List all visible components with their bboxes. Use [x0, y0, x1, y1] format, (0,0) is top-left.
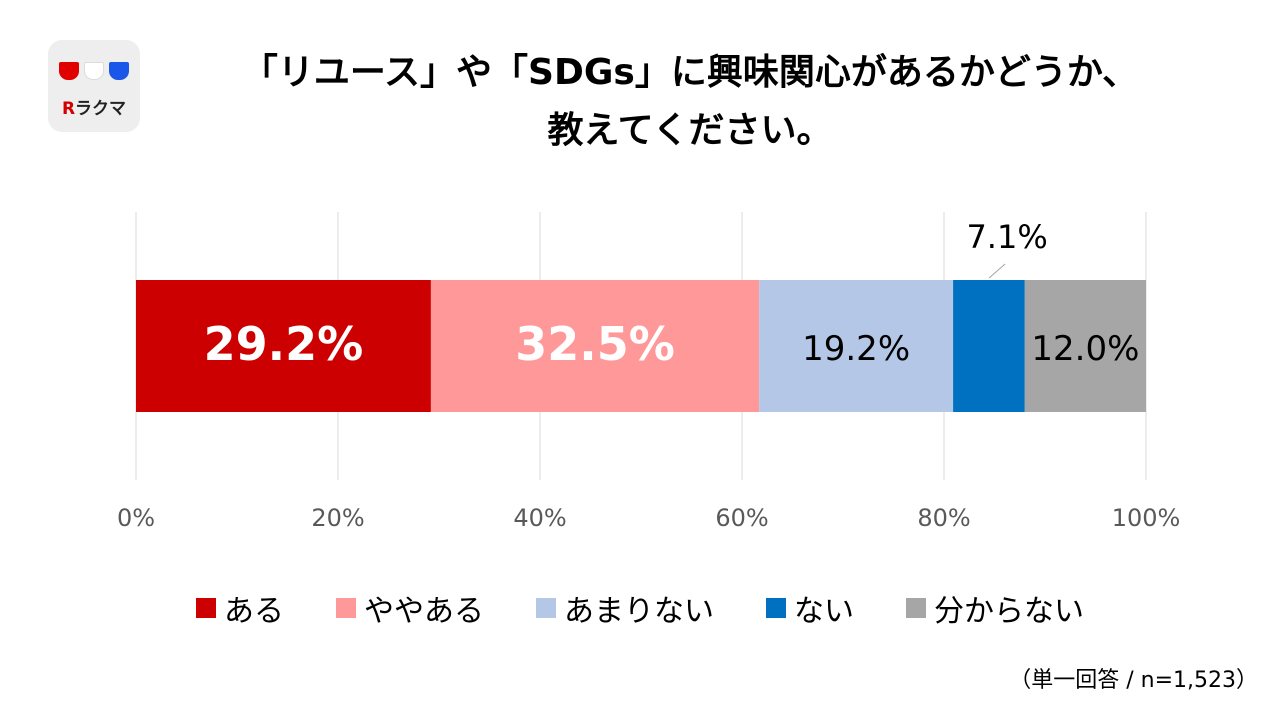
bar-segment — [136, 280, 431, 412]
legend-swatch — [196, 598, 216, 618]
legend-item: あまりない — [536, 586, 714, 630]
footnote: （単一回答 / n=1,523） — [1009, 668, 1258, 693]
logo-brand-text: Rラクマ — [61, 99, 127, 119]
data-label: 12.0% — [1031, 329, 1139, 369]
legend-label: ない — [794, 594, 854, 629]
chart-legend: ある ややある あまりない ない 分からない — [0, 586, 1280, 630]
x-tick-label: 20% — [311, 504, 364, 532]
data-label: 19.2% — [802, 329, 910, 369]
rakuma-logo: Rラクマ — [48, 40, 140, 132]
data-label: 32.5% — [515, 317, 675, 371]
bar-segment — [953, 280, 1025, 412]
legend-item: ない — [766, 586, 854, 630]
chart-title-line2: 教えてください。 — [547, 110, 833, 151]
chart-title: 「リユース」や「SDGs」に興味関心があるかどうか、 教えてください。 — [160, 44, 1220, 160]
legend-swatch — [766, 598, 786, 618]
data-label: 29.2% — [204, 317, 364, 371]
legend-item: ややある — [336, 586, 484, 630]
blue-glass-icon — [109, 62, 129, 80]
x-tick-label: 100% — [1112, 504, 1181, 532]
legend-label: あまりない — [564, 594, 714, 629]
x-tick-label: 80% — [917, 504, 970, 532]
x-tick-label: 0% — [117, 504, 155, 532]
x-tick-label: 60% — [715, 504, 768, 532]
stacked-bar-chart: 0% 20% 40% 60% 80% 100% 29.2% 32.5% 19.2% 7.1% 12.… — [117, 212, 1181, 532]
legend-label: ある — [224, 594, 284, 629]
red-glass-icon — [59, 62, 79, 80]
legend-label: ややある — [364, 594, 484, 629]
bar-segment — [1024, 280, 1146, 412]
white-glass-icon — [84, 62, 104, 80]
x-tick-label: 40% — [513, 504, 566, 532]
legend-swatch — [536, 598, 556, 618]
legend-item: 分からない — [906, 586, 1084, 630]
data-label: 7.1% — [966, 218, 1047, 256]
legend-swatch — [906, 598, 926, 618]
data-label-leader-line — [988, 263, 1006, 279]
chart-title-line1: 「リユース」や「SDGs」に興味関心があるかどうか、 — [241, 52, 1139, 93]
bar-segment — [430, 280, 760, 412]
legend-item: ある — [196, 586, 284, 630]
legend-label: 分からない — [934, 594, 1084, 629]
legend-swatch — [336, 598, 356, 618]
bar-segment — [759, 280, 954, 412]
